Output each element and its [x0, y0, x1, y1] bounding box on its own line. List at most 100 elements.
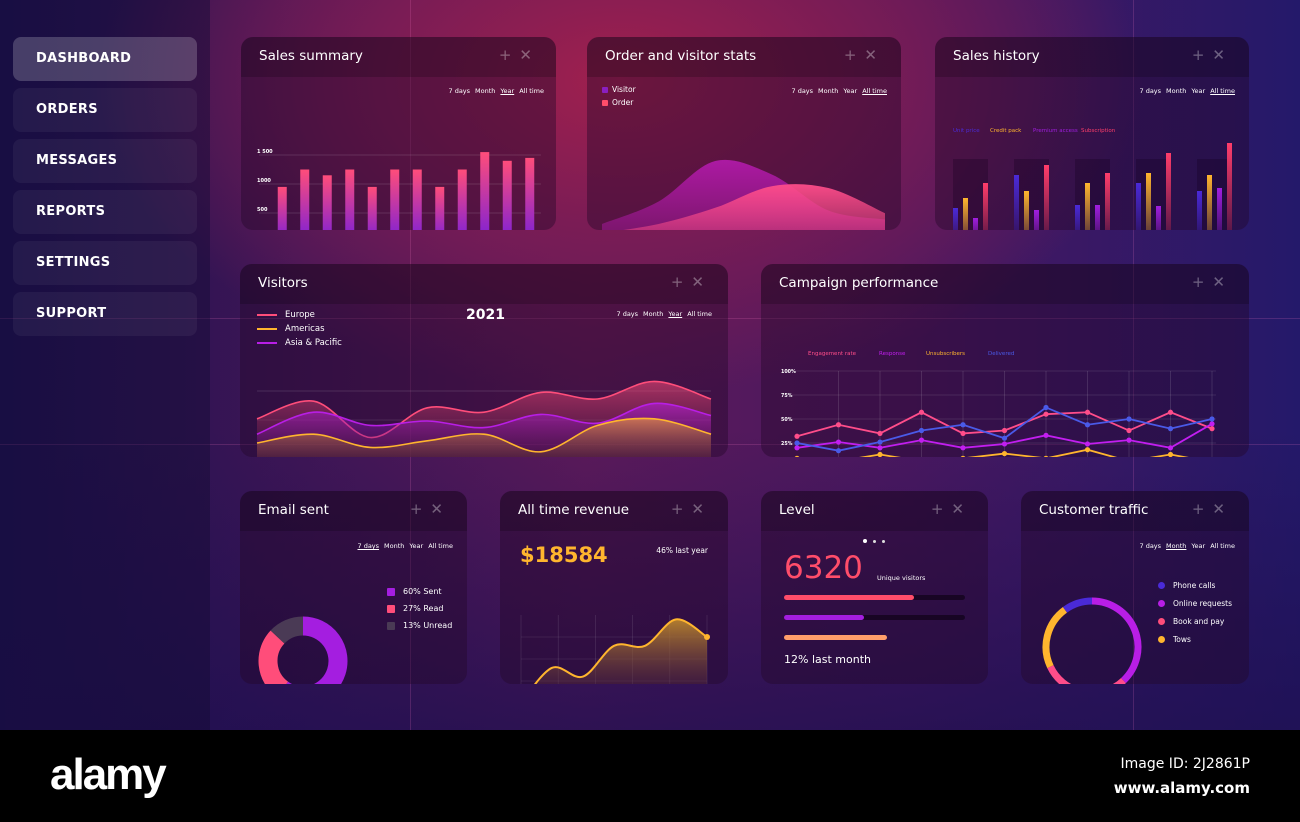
sidebar-item-dashboard[interactable]: DASHBOARD — [13, 37, 197, 81]
card-controls: +✕ — [1192, 500, 1233, 518]
revenue-line — [533, 618, 708, 684]
bar-2017-0 — [953, 208, 958, 230]
close-icon[interactable]: ✕ — [951, 500, 972, 518]
close-icon[interactable]: ✕ — [691, 500, 712, 518]
add-icon[interactable]: + — [1191, 46, 1213, 64]
point — [877, 451, 883, 457]
visitors-card: Visitors +✕ 7 days Month Year All time 2021 … — [240, 264, 728, 457]
bar-2020-1 — [1146, 173, 1151, 230]
slice-unread — [270, 616, 304, 644]
sidebar-item-messages[interactable]: MESSAGES — [13, 139, 197, 183]
range-option-year[interactable]: Year — [1191, 87, 1206, 95]
close-icon[interactable]: ✕ — [519, 46, 540, 64]
point — [960, 430, 966, 436]
add-icon[interactable]: + — [498, 46, 520, 64]
close-icon[interactable]: ✕ — [430, 500, 451, 518]
range-option-7-days[interactable]: 7 days — [616, 310, 639, 318]
point — [1209, 416, 1215, 422]
legend-online-requests: Online requests — [1173, 599, 1232, 608]
range-option-all-time[interactable]: All time — [428, 542, 453, 550]
legend-subscription: Subscription — [1081, 128, 1116, 134]
legend: Visitor Order — [602, 85, 636, 111]
point — [1209, 426, 1215, 432]
card-title: Email sent — [258, 502, 329, 518]
range-option-7-days[interactable]: 7 days — [1139, 87, 1162, 95]
sidebar-item-settings[interactable]: SETTINGS — [13, 241, 197, 285]
range-option-year[interactable]: Year — [668, 310, 683, 318]
range-option-all-time[interactable]: All time — [519, 87, 544, 95]
revenue-chart: 2016 2017 2018 2019 2020 2021 — [520, 615, 710, 684]
pager-dot[interactable] — [863, 539, 867, 543]
image-id: Image ID: 2J2861P — [1120, 756, 1250, 772]
close-icon[interactable]: ✕ — [1212, 46, 1233, 64]
add-icon[interactable]: + — [670, 500, 692, 518]
range-option-7-days[interactable]: 7 days — [791, 87, 814, 95]
range-option-7-days[interactable]: 7 days — [357, 542, 380, 550]
point — [1001, 427, 1008, 434]
range-option-all-time[interactable]: All time — [1210, 542, 1235, 550]
card-controls: +✕ — [931, 500, 972, 518]
revenue-card: All time revenue +✕ $18584 46% last year … — [500, 491, 728, 684]
bar-group-bg — [953, 159, 988, 230]
legend-sent: 60% Sent — [403, 587, 442, 596]
close-icon[interactable]: ✕ — [1212, 500, 1233, 518]
range-option-year[interactable]: Year — [1191, 542, 1206, 550]
sidebar-item-orders[interactable]: ORDERS — [13, 88, 197, 132]
card-controls: +✕ — [1192, 273, 1233, 291]
point — [1084, 441, 1091, 447]
bar-2021-3 — [1227, 143, 1232, 230]
sidebar-item-support[interactable]: SUPPORT — [13, 292, 197, 336]
watermark-footer: alamy Image ID: 2J2861P www.alamy.com — [0, 730, 1300, 822]
range-option-month[interactable]: Month — [384, 542, 405, 550]
point — [960, 445, 966, 451]
add-icon[interactable]: + — [930, 500, 952, 518]
level-bar-track — [784, 615, 965, 620]
card-title: Customer traffic — [1039, 502, 1149, 518]
range-option-year[interactable]: Year — [409, 542, 424, 550]
add-icon[interactable]: + — [409, 500, 431, 518]
range-option-all-time[interactable]: All time — [862, 87, 887, 95]
bar-dec — [525, 157, 535, 230]
bar-2021-0 — [1197, 191, 1202, 230]
campaign-card: Campaign performance +✕ Engagement rate Re… — [761, 264, 1249, 457]
legend: Europe Americas Asia & Pacific — [257, 310, 342, 352]
range-option-month[interactable]: Month — [1166, 87, 1187, 95]
y-tick-label: 100% — [781, 369, 796, 375]
close-icon[interactable]: ✕ — [864, 46, 885, 64]
range-option-all-time[interactable]: All time — [687, 310, 712, 318]
range-option-month[interactable]: Month — [818, 87, 839, 95]
close-icon[interactable]: ✕ — [1212, 273, 1233, 291]
range-option-year[interactable]: Year — [843, 87, 858, 95]
range-option-month[interactable]: Month — [643, 310, 664, 318]
legend-book-and-pay: Book and pay — [1173, 617, 1225, 626]
card-title: All time revenue — [518, 502, 630, 518]
range-option-month[interactable]: Month — [1166, 542, 1187, 550]
range-option-7-days[interactable]: 7 days — [448, 87, 471, 95]
point — [1126, 416, 1132, 422]
legend-europe: Europe — [285, 310, 315, 320]
sales-history-card: Sales history +✕ 7 days Month Year All time … — [935, 37, 1249, 230]
pager-dot[interactable] — [882, 539, 885, 543]
y-tick-label: 500 — [257, 207, 268, 213]
point — [835, 422, 842, 428]
range-option-all-time[interactable]: All time — [1210, 87, 1235, 95]
range-option-month[interactable]: Month — [475, 87, 496, 95]
bar-2018-3 — [1044, 165, 1049, 230]
level-bar-1 — [784, 595, 915, 600]
bar-2019-0 — [1075, 205, 1080, 230]
close-icon[interactable]: ✕ — [691, 273, 712, 291]
add-icon[interactable]: + — [1191, 273, 1213, 291]
add-icon[interactable]: + — [670, 273, 692, 291]
range-option-7-days[interactable]: 7 days — [1139, 542, 1162, 550]
bar-2019-1 — [1085, 183, 1090, 230]
range-option-year[interactable]: Year — [500, 87, 515, 95]
add-icon[interactable]: + — [1191, 500, 1213, 518]
card-title: Sales history — [953, 48, 1040, 64]
point — [794, 445, 800, 451]
add-icon[interactable]: + — [843, 46, 865, 64]
pager-dots[interactable] — [863, 539, 885, 543]
pager-dot[interactable] — [873, 539, 876, 543]
point — [1209, 421, 1215, 427]
point — [1043, 432, 1049, 438]
sidebar-item-reports[interactable]: REPORTS — [13, 190, 197, 234]
